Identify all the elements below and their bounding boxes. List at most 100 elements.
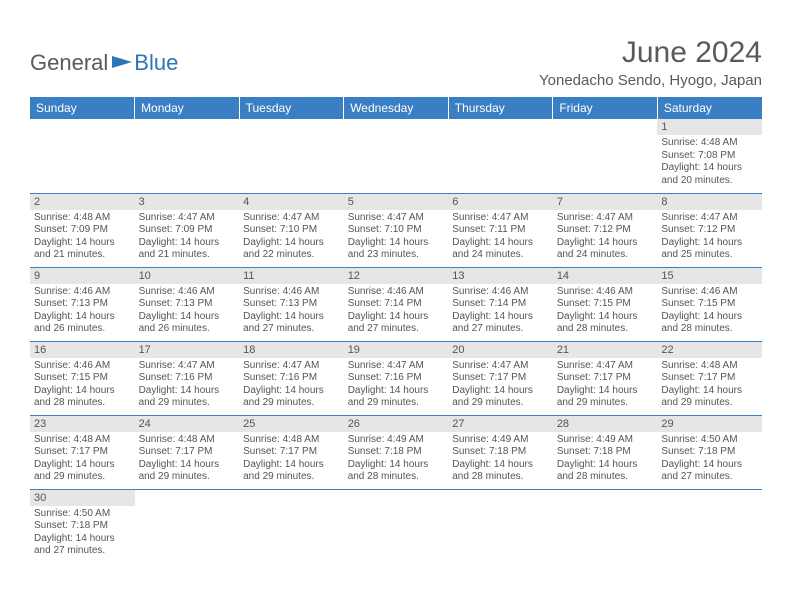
sunrise-text: Sunrise: 4:47 AM (348, 212, 445, 225)
weekday-header: Monday (135, 97, 240, 119)
day-number: 18 (239, 342, 344, 358)
weekday-header: Wednesday (344, 97, 449, 119)
day-number: 26 (344, 416, 449, 432)
day-details: Sunrise: 4:48 AMSunset: 7:17 PMDaylight:… (239, 432, 344, 488)
sunrise-text: Sunrise: 4:46 AM (452, 286, 549, 299)
calendar-cell: 29Sunrise: 4:50 AMSunset: 7:18 PMDayligh… (657, 415, 762, 489)
day-details: Sunrise: 4:46 AMSunset: 7:14 PMDaylight:… (448, 284, 553, 340)
sunrise-text: Sunrise: 4:47 AM (557, 360, 654, 373)
sunset-text: Sunset: 7:16 PM (348, 372, 445, 385)
day-details: Sunrise: 4:46 AMSunset: 7:13 PMDaylight:… (239, 284, 344, 340)
sunset-text: Sunset: 7:10 PM (348, 224, 445, 237)
calendar-cell (239, 489, 344, 563)
day-details: Sunrise: 4:47 AMSunset: 7:16 PMDaylight:… (239, 358, 344, 414)
day-details: Sunrise: 4:50 AMSunset: 7:18 PMDaylight:… (30, 506, 135, 562)
calendar-week-row: 30Sunrise: 4:50 AMSunset: 7:18 PMDayligh… (30, 489, 762, 563)
sunset-text: Sunset: 7:15 PM (557, 298, 654, 311)
daylight-text: Daylight: 14 hours and 21 minutes. (139, 237, 236, 262)
day-number: 7 (553, 194, 658, 210)
sunrise-text: Sunrise: 4:47 AM (139, 212, 236, 225)
sunrise-text: Sunrise: 4:49 AM (452, 434, 549, 447)
calendar-cell: 18Sunrise: 4:47 AMSunset: 7:16 PMDayligh… (239, 341, 344, 415)
weekday-header: Friday (553, 97, 658, 119)
day-details: Sunrise: 4:47 AMSunset: 7:12 PMDaylight:… (657, 210, 762, 266)
day-details: Sunrise: 4:47 AMSunset: 7:10 PMDaylight:… (344, 210, 449, 266)
sunset-text: Sunset: 7:15 PM (661, 298, 758, 311)
sunset-text: Sunset: 7:17 PM (34, 446, 131, 459)
sunset-text: Sunset: 7:17 PM (243, 446, 340, 459)
calendar-cell (553, 119, 658, 193)
weekday-header-row: Sunday Monday Tuesday Wednesday Thursday… (30, 97, 762, 119)
calendar-cell: 19Sunrise: 4:47 AMSunset: 7:16 PMDayligh… (344, 341, 449, 415)
day-number: 23 (30, 416, 135, 432)
title-block: June 2024 Yonedacho Sendo, Hyogo, Japan (539, 36, 762, 89)
calendar-cell: 3 Sunrise: 4:47 AMSunset: 7:09 PMDaylight… (135, 193, 240, 267)
weekday-header: Saturday (657, 97, 762, 119)
sunset-text: Sunset: 7:12 PM (661, 224, 758, 237)
sunrise-text: Sunrise: 4:46 AM (661, 286, 758, 299)
day-number: 9 (30, 268, 135, 284)
calendar-cell: 27Sunrise: 4:49 AMSunset: 7:18 PMDayligh… (448, 415, 553, 489)
day-number: 4 (239, 194, 344, 210)
sunrise-text: Sunrise: 4:46 AM (348, 286, 445, 299)
daylight-text: Daylight: 14 hours and 26 minutes. (139, 311, 236, 336)
day-details: Sunrise: 4:50 AMSunset: 7:18 PMDaylight:… (657, 432, 762, 488)
sunrise-text: Sunrise: 4:50 AM (34, 508, 131, 521)
sunset-text: Sunset: 7:13 PM (139, 298, 236, 311)
daylight-text: Daylight: 14 hours and 29 minutes. (139, 385, 236, 410)
daylight-text: Daylight: 14 hours and 27 minutes. (34, 533, 131, 558)
sunset-text: Sunset: 7:15 PM (34, 372, 131, 385)
day-number: 13 (448, 268, 553, 284)
calendar-cell: 14Sunrise: 4:46 AMSunset: 7:15 PMDayligh… (553, 267, 658, 341)
daylight-text: Daylight: 14 hours and 28 minutes. (348, 459, 445, 484)
day-number: 22 (657, 342, 762, 358)
calendar-cell: 4Sunrise: 4:47 AMSunset: 7:10 PMDaylight… (239, 193, 344, 267)
daylight-text: Daylight: 14 hours and 28 minutes. (557, 459, 654, 484)
calendar-cell (344, 489, 449, 563)
day-number: 15 (657, 268, 762, 284)
sunrise-text: Sunrise: 4:48 AM (661, 360, 758, 373)
day-details: Sunrise: 4:46 AMSunset: 7:14 PMDaylight:… (344, 284, 449, 340)
sunrise-text: Sunrise: 4:46 AM (34, 360, 131, 373)
calendar-cell (30, 119, 135, 193)
sunset-text: Sunset: 7:09 PM (139, 224, 236, 237)
day-details: Sunrise: 4:47 AMSunset: 7:11 PMDaylight:… (448, 210, 553, 266)
location-subtitle: Yonedacho Sendo, Hyogo, Japan (539, 72, 762, 89)
day-number: 19 (344, 342, 449, 358)
calendar-cell: 5Sunrise: 4:47 AMSunset: 7:10 PMDaylight… (344, 193, 449, 267)
day-number: 25 (239, 416, 344, 432)
calendar-cell: 26Sunrise: 4:49 AMSunset: 7:18 PMDayligh… (344, 415, 449, 489)
calendar-cell: 21Sunrise: 4:47 AMSunset: 7:17 PMDayligh… (553, 341, 658, 415)
daylight-text: Daylight: 14 hours and 29 minutes. (661, 385, 758, 410)
day-number: 8 (657, 194, 762, 210)
calendar-cell (657, 489, 762, 563)
sunset-text: Sunset: 7:13 PM (34, 298, 131, 311)
calendar-cell: 23Sunrise: 4:48 AMSunset: 7:17 PMDayligh… (30, 415, 135, 489)
sunrise-text: Sunrise: 4:50 AM (661, 434, 758, 447)
daylight-text: Daylight: 14 hours and 27 minutes. (348, 311, 445, 336)
day-details: Sunrise: 4:46 AMSunset: 7:15 PMDaylight:… (30, 358, 135, 414)
calendar-cell: 11Sunrise: 4:46 AMSunset: 7:13 PMDayligh… (239, 267, 344, 341)
day-number: 10 (135, 268, 240, 284)
day-number: 5 (344, 194, 449, 210)
sunrise-text: Sunrise: 4:47 AM (452, 212, 549, 225)
sunset-text: Sunset: 7:18 PM (557, 446, 654, 459)
day-number: 30 (30, 490, 135, 506)
daylight-text: Daylight: 14 hours and 29 minutes. (557, 385, 654, 410)
day-details: Sunrise: 4:47 AMSunset: 7:10 PMDaylight:… (239, 210, 344, 266)
daylight-text: Daylight: 14 hours and 26 minutes. (34, 311, 131, 336)
sunset-text: Sunset: 7:08 PM (661, 150, 758, 163)
sunrise-text: Sunrise: 4:46 AM (139, 286, 236, 299)
day-number: 24 (135, 416, 240, 432)
day-details: Sunrise: 4:46 AMSunset: 7:15 PMDaylight:… (657, 284, 762, 340)
calendar-cell (553, 489, 658, 563)
day-details: Sunrise: 4:46 AMSunset: 7:13 PMDaylight:… (30, 284, 135, 340)
header: General Blue June 2024 Yonedacho Sendo, … (30, 36, 762, 89)
day-details: Sunrise: 4:48 AMSunset: 7:08 PMDaylight:… (657, 135, 762, 191)
calendar-cell (448, 119, 553, 193)
calendar-cell: 7Sunrise: 4:47 AMSunset: 7:12 PMDaylight… (553, 193, 658, 267)
daylight-text: Daylight: 14 hours and 21 minutes. (34, 237, 131, 262)
daylight-text: Daylight: 14 hours and 22 minutes. (243, 237, 340, 262)
calendar-cell: 12Sunrise: 4:46 AMSunset: 7:14 PMDayligh… (344, 267, 449, 341)
day-number: 3 (135, 194, 240, 210)
